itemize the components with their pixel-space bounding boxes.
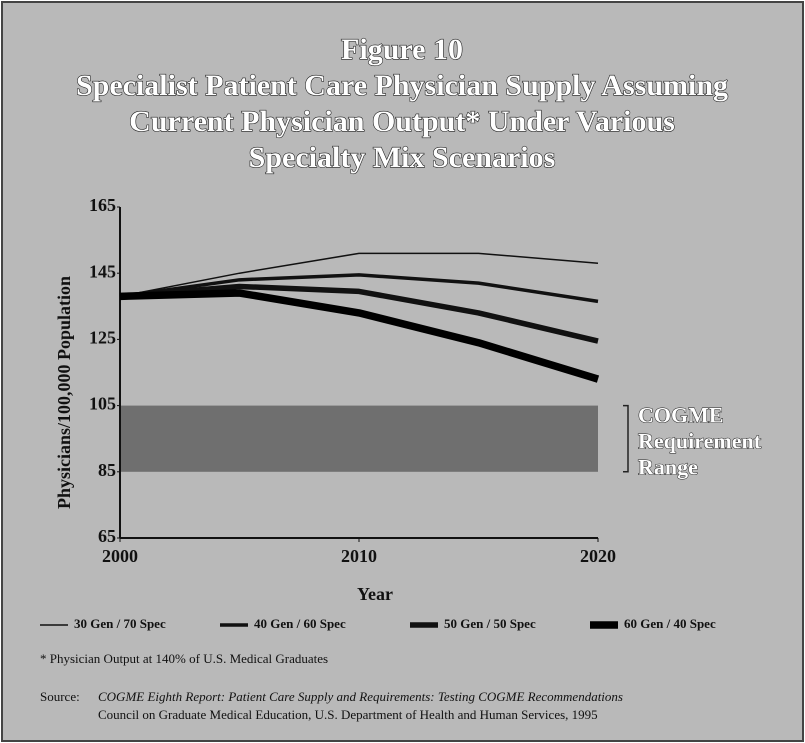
series-line [119, 289, 600, 383]
requirement-range [120, 405, 598, 472]
legend-label: 60 Gen / 40 Spec [624, 616, 716, 631]
range-bracket [623, 404, 629, 473]
chart-title: Current Physician Output* Under Various [129, 105, 675, 138]
range-label: Requirement [638, 429, 762, 454]
y-tick-label: 145 [89, 261, 116, 281]
chart-title: Figure 10 [341, 33, 463, 66]
y-tick-label: 65 [98, 526, 116, 546]
legend-label: 30 Gen / 70 Spec [74, 616, 166, 631]
x-axis-label: Year [357, 584, 393, 604]
x-tick-label: 2020 [580, 546, 616, 566]
legend-label: 40 Gen / 60 Spec [254, 616, 346, 631]
y-tick-label: 165 [89, 195, 116, 215]
legend-label: 50 Gen / 50 Spec [444, 616, 536, 631]
x-tick-label: 2000 [102, 546, 138, 566]
y-tick-label: 85 [98, 460, 116, 480]
chart-title: Specialist Patient Care Physician Supply… [76, 69, 728, 102]
y-tick-label: 125 [89, 328, 116, 348]
source-text: Council on Graduate Medical Education, U… [98, 707, 598, 722]
range-label: Range [638, 455, 698, 480]
series-line [119, 283, 599, 344]
series-line [119, 273, 599, 304]
source-label: Source: [40, 689, 80, 704]
footnote: * Physician Output at 140% of U.S. Medic… [40, 651, 328, 666]
source-text: COGME Eighth Report: Patient Care Supply… [98, 689, 623, 704]
series-line [119, 252, 599, 298]
y-axis-label: Physicians/100,000 Population [54, 276, 74, 509]
range-label: COGME [638, 403, 724, 428]
y-tick-label: 105 [89, 394, 116, 414]
x-tick-label: 2010 [341, 546, 377, 566]
chart-title: Specialty Mix Scenarios [249, 141, 556, 174]
